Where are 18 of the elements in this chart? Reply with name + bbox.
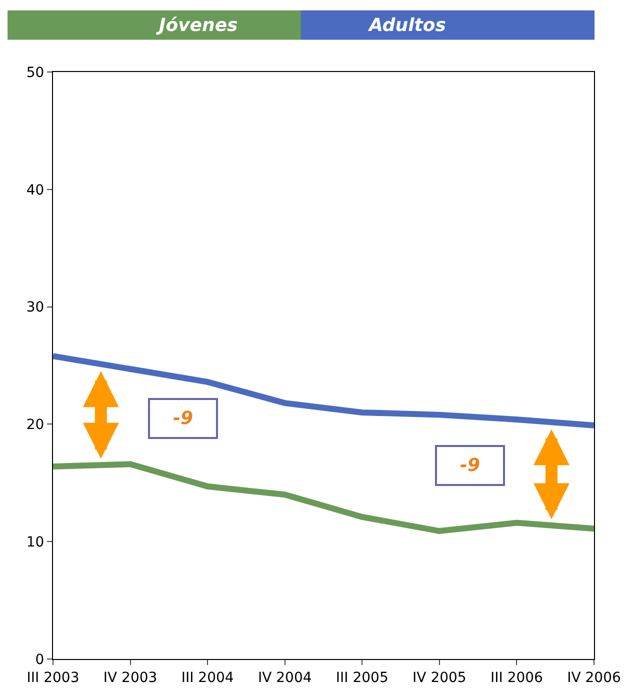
y-tick-label: 30 xyxy=(26,300,44,316)
x-tick-label: IV 2004 xyxy=(258,670,312,686)
y-tick-label: 20 xyxy=(26,417,44,434)
y-tick-label: 10 xyxy=(26,534,44,550)
x-tick-label: IV 2005 xyxy=(412,670,466,686)
x-tick-label: III 2004 xyxy=(181,670,234,686)
annotation: -9 xyxy=(460,455,480,476)
y-tick-label: 40 xyxy=(26,182,44,198)
annotation: -9 xyxy=(173,408,193,429)
x-tick-label: III 2005 xyxy=(336,670,388,686)
text: Adultos xyxy=(367,15,446,36)
y-tick-label: 0 xyxy=(35,652,44,668)
x-tick-label: III 2003 xyxy=(26,670,80,686)
y-tick-label: 50 xyxy=(26,64,44,81)
x-tick-label: IV 2006 xyxy=(567,670,621,686)
text: Jóvenes xyxy=(156,15,238,36)
x-tick-label: IV 2003 xyxy=(103,670,158,686)
x-tick-label: III 2006 xyxy=(490,670,544,686)
